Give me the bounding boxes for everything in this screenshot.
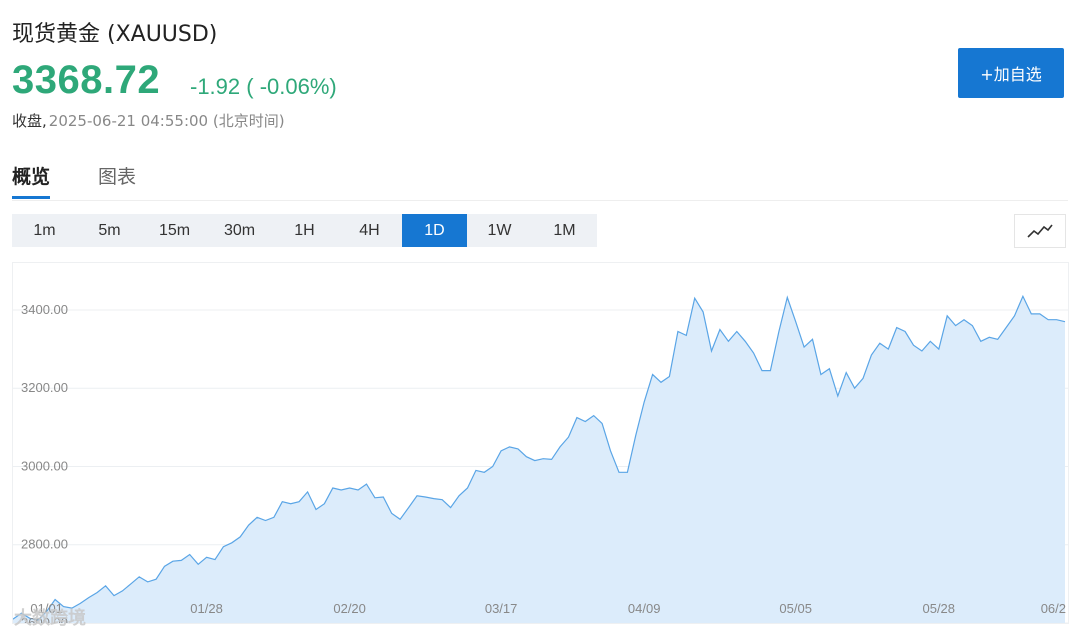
price-chart-svg: 3400.00 3200.00 3000.00 2800.00 2600.0001/01… — [13, 294, 1068, 623]
tab-overview[interactable]: 概览 — [12, 166, 51, 188]
instrument-title: 现货黄金 (XAUUSD) — [12, 22, 218, 47]
add-to-watchlist-button[interactable]: +加自选 — [958, 48, 1064, 98]
x-tick-label: 05/05 — [779, 601, 812, 616]
tab-chart[interactable]: 图表 — [98, 166, 137, 188]
y-tick-label: 3400.00 — [21, 302, 68, 317]
market-status: 收盘, 2025-06-21 04:55:00 (北京时间) — [12, 110, 285, 131]
active-tab-indicator — [12, 196, 50, 199]
period-15m[interactable]: 15m — [142, 214, 207, 247]
price-area — [13, 296, 1065, 623]
period-1mo[interactable]: 1M — [532, 214, 597, 247]
period-5m[interactable]: 5m — [77, 214, 142, 247]
x-tick-label: 02/20 — [333, 601, 366, 616]
period-1d[interactable]: 1D — [402, 214, 467, 247]
price-chart[interactable]: 3400.00 3200.00 3000.00 2800.00 2600.00 01/01… — [12, 262, 1069, 624]
period-selector: 1m 5m 15m 30m 1H 4H 1D 1W 1M — [12, 214, 597, 247]
y-tick-label: 3200.00 — [21, 380, 68, 395]
x-tick-label: 01/28 — [190, 601, 223, 616]
chart-type-button[interactable] — [1014, 214, 1066, 248]
close-timestamp: 2025-06-21 04:55:00 (北京时间) — [48, 112, 285, 130]
price-line — [13, 294, 1066, 621]
x-tick-label: 05/28 — [922, 601, 955, 616]
y-tick-label: 2800.00 — [21, 537, 68, 552]
watermark: 大数跨境 — [14, 608, 86, 629]
y-tick-label: 3000.00 — [21, 458, 68, 473]
x-tick-label: 03/17 — [485, 601, 518, 616]
x-tick-label: 04/09 — [628, 601, 661, 616]
current-price: 3368.72 — [12, 58, 161, 102]
period-1m[interactable]: 1m — [12, 214, 77, 247]
period-1w[interactable]: 1W — [467, 214, 532, 247]
x-tick-label: 06/2 — [1041, 601, 1066, 616]
period-30m[interactable]: 30m — [207, 214, 272, 247]
period-1h[interactable]: 1H — [272, 214, 337, 247]
x-tick-label: 01/01 — [30, 601, 63, 616]
price-change: -1.92 ( -0.06%) — [190, 74, 337, 99]
period-4h[interactable]: 4H — [337, 214, 402, 247]
status-label: 收盘, — [12, 112, 47, 130]
tab-bar: 概览 图表 — [12, 160, 1068, 201]
y-tick-label: 2600.00 — [21, 615, 68, 623]
line-chart-icon — [1027, 224, 1053, 238]
